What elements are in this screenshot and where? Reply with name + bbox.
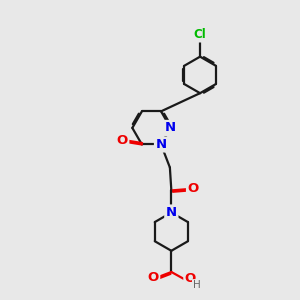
Text: N: N (165, 122, 176, 134)
Text: H: H (193, 280, 200, 290)
Text: O: O (116, 134, 128, 147)
Text: O: O (148, 272, 159, 284)
Text: N: N (155, 138, 167, 151)
Text: Cl: Cl (194, 28, 206, 41)
Text: N: N (166, 206, 177, 219)
Text: O: O (185, 272, 196, 285)
Text: O: O (188, 182, 199, 196)
